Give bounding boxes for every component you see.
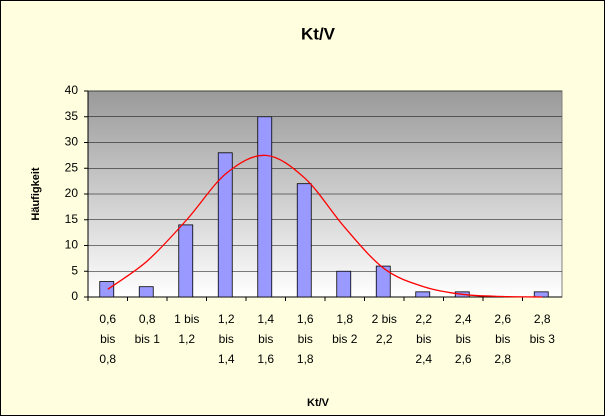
x-tick-label: 2,6 [455, 352, 472, 366]
y-tick-label: 25 [65, 160, 79, 174]
x-tick-label: bis [219, 332, 234, 346]
x-tick-label: 0,6 [99, 312, 116, 326]
y-tick-label: 35 [65, 109, 79, 123]
bar [296, 183, 312, 298]
bar [217, 152, 233, 298]
bar [336, 270, 352, 298]
x-tick-label: 2,2 [415, 312, 432, 326]
bar [138, 286, 154, 298]
fit-line [107, 154, 543, 298]
x-tick-label: 2,6 [494, 312, 511, 326]
y-tick-label: 40 [65, 83, 79, 97]
x-tick-label: bis 2 [332, 332, 358, 346]
x-tick-label: 1 bis [174, 312, 199, 326]
bar [533, 291, 549, 298]
y-tick-label: 0 [71, 289, 78, 303]
x-tick-label: bis [495, 332, 510, 346]
x-tick-label: 1,2 [178, 332, 195, 346]
x-tick-label: bis [298, 332, 313, 346]
x-tick-label: bis [456, 332, 471, 346]
x-tick-label: 2 bis [372, 312, 397, 326]
bar [178, 224, 194, 298]
bar [375, 265, 391, 298]
x-tick-label: 1,4 [218, 352, 235, 366]
x-tick-label: bis [100, 332, 115, 346]
y-axis-label: Häufigkeit [30, 167, 42, 221]
bar [257, 116, 273, 298]
y-tick-label: 15 [65, 212, 79, 226]
x-tick-label: 1,4 [257, 312, 274, 326]
y-tick-label: 5 [71, 263, 78, 277]
x-tick-label: 1,2 [218, 312, 235, 326]
x-tick-label: 1,6 [257, 352, 274, 366]
x-tick-label: 2,8 [494, 352, 511, 366]
y-tick-label: 20 [65, 186, 79, 200]
bar [99, 281, 115, 298]
x-tick-label: 0,8 [139, 312, 156, 326]
x-tick-label: 2,2 [376, 332, 393, 346]
x-tick-label: bis 3 [530, 332, 556, 346]
x-axis-label: Kt/V [307, 397, 330, 409]
x-tick-label: 0,8 [99, 352, 116, 366]
x-tick-label: 1,8 [336, 312, 353, 326]
x-tick-label: 1,6 [297, 312, 314, 326]
x-tick-label: 2,8 [534, 312, 551, 326]
y-tick-label: 10 [65, 238, 79, 252]
y-tick-label: 30 [65, 135, 79, 149]
bar [415, 291, 431, 298]
x-tick-label: bis 1 [135, 332, 161, 346]
x-tick-label: 2,4 [455, 312, 472, 326]
chart-title: Kt/V [301, 24, 336, 43]
x-tick-label: 2,4 [415, 352, 432, 366]
x-tick-label: 1,8 [297, 352, 314, 366]
x-tick-label: bis [416, 332, 431, 346]
x-tick-label: bis [258, 332, 273, 346]
